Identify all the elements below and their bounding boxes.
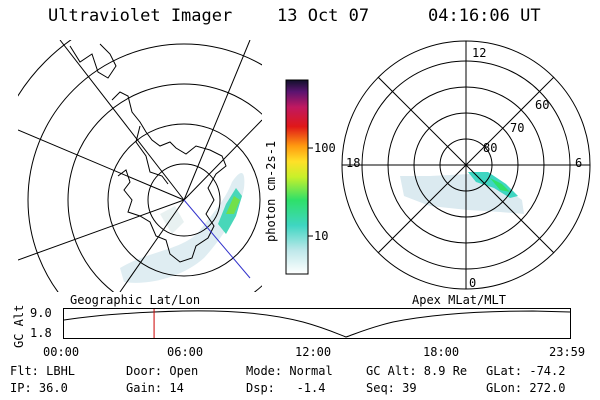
door-info: Door: Open bbox=[126, 364, 199, 378]
ip-info: IP: 36.0 bbox=[10, 381, 68, 395]
mlt-label-0: 0 bbox=[469, 276, 477, 290]
apex-label: Apex MLat/MLT bbox=[412, 293, 506, 307]
coastline bbox=[69, 43, 227, 263]
flt-info: Flt: LBHL bbox=[10, 364, 76, 378]
gc-alt-info: GC Alt: 8.9 Re bbox=[366, 364, 468, 378]
time-tick-4: 23:59 bbox=[549, 345, 586, 359]
seq-info: Seq: 39 bbox=[366, 381, 417, 395]
time-tick-0: 00:00 bbox=[43, 345, 80, 359]
apex-polar-plot bbox=[341, 40, 591, 290]
mlt-label-18: 18 bbox=[346, 156, 361, 170]
time-tick-3: 18:00 bbox=[423, 345, 460, 359]
glat-info: GLat: -74.2 bbox=[486, 364, 566, 378]
time-tick-2: 12:00 bbox=[295, 345, 332, 359]
aurora-emission-left bbox=[120, 172, 245, 283]
altitude-tick-min: 1.8 bbox=[30, 326, 52, 340]
colorbar-tick-100: 100 bbox=[314, 141, 336, 155]
mode-info: Mode: Normal bbox=[246, 364, 333, 378]
colorbar bbox=[285, 79, 313, 275]
altitude-axis-label: GC Alt bbox=[12, 304, 26, 348]
date-label: 13 Oct 07 bbox=[277, 6, 370, 26]
altitude-plot bbox=[63, 308, 571, 339]
colorbar-tick-10: 10 bbox=[314, 229, 329, 243]
aurora-emission-right bbox=[400, 172, 524, 214]
geographic-map bbox=[18, 40, 262, 292]
glon-info: GLon: 272.0 bbox=[486, 381, 566, 395]
instrument-title: Ultraviolet Imager bbox=[48, 6, 233, 26]
dsp-info: Dsp: -1.4 bbox=[246, 381, 326, 395]
mlt-label-6: 6 bbox=[575, 156, 583, 170]
time-label: 04:16:06 UT bbox=[428, 6, 541, 26]
mlt-label-12: 12 bbox=[472, 46, 487, 60]
mlat-label-80: 80 bbox=[483, 141, 498, 155]
colorbar-label: photon cm-2s-1 bbox=[264, 140, 278, 242]
mlat-label-70: 70 bbox=[510, 121, 525, 135]
geographic-label: Geographic Lat/Lon bbox=[70, 293, 201, 307]
altitude-tick-max: 9.0 bbox=[30, 306, 52, 320]
mlat-label-60: 60 bbox=[535, 98, 550, 112]
gain-info: Gain: 14 bbox=[126, 381, 184, 395]
time-tick-1: 06:00 bbox=[167, 345, 204, 359]
